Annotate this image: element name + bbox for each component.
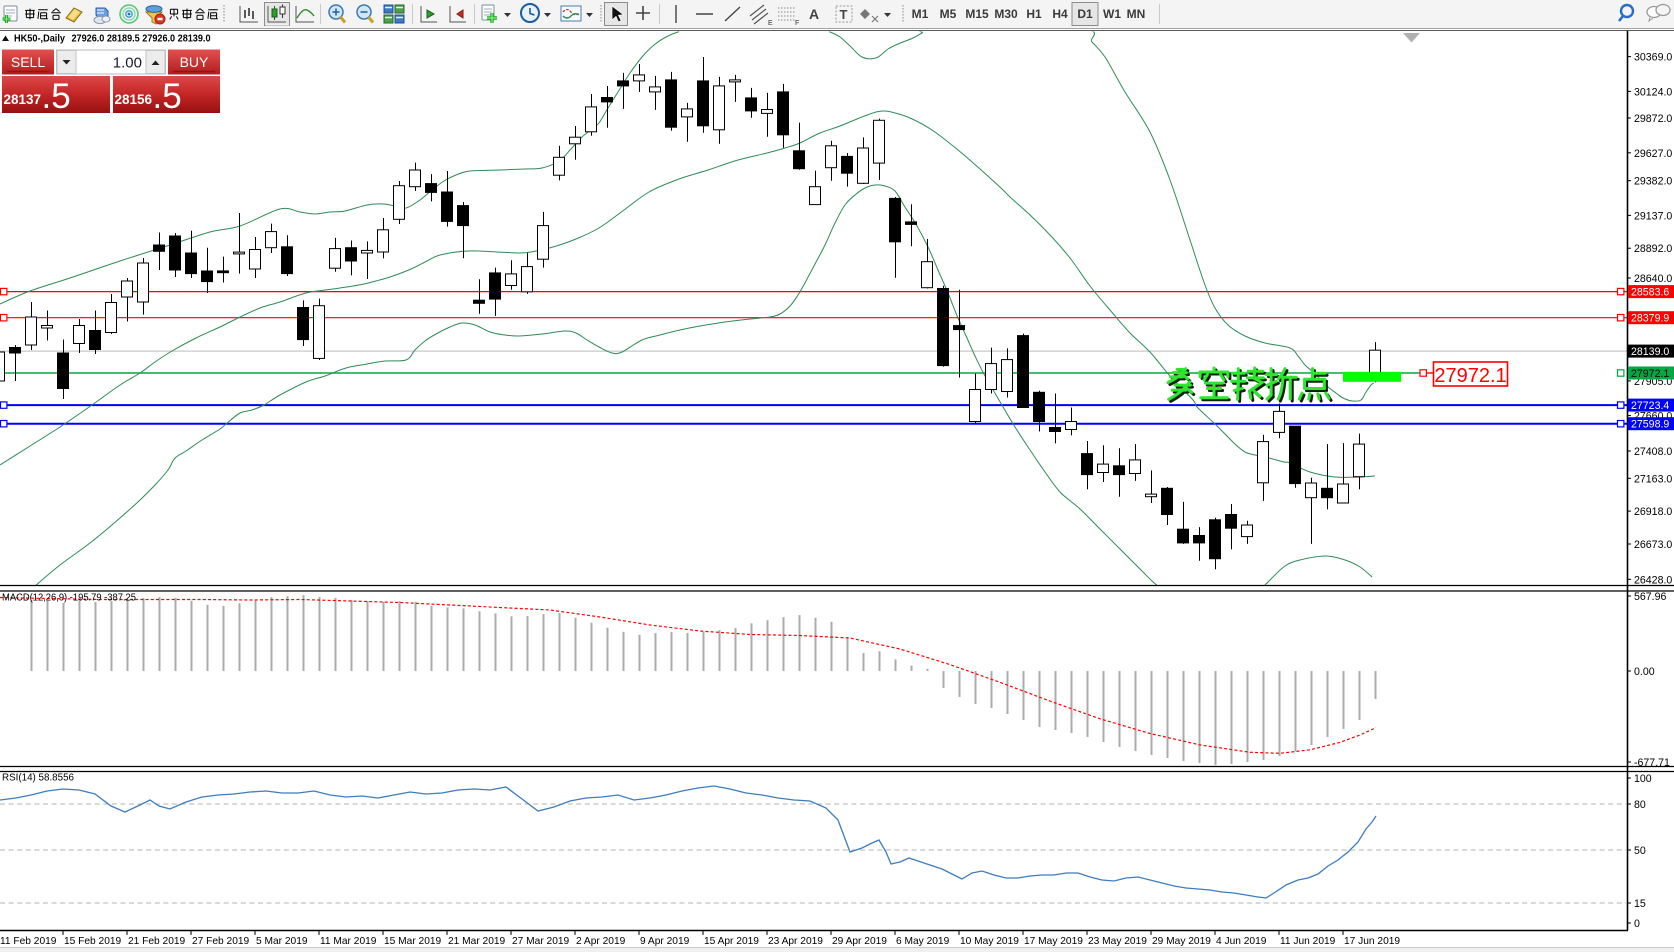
svg-text:29872.0: 29872.0 [1634, 113, 1672, 125]
svg-text:M1: M1 [912, 7, 929, 21]
svg-text:.5: .5 [153, 77, 182, 116]
svg-text:27972.1: 27972.1 [1434, 365, 1506, 387]
svg-text:E: E [768, 20, 773, 27]
svg-text:H1: H1 [1026, 7, 1042, 21]
svg-text:W1: W1 [1103, 7, 1121, 21]
svg-text:28583.6: 28583.6 [1631, 287, 1669, 299]
svg-text:.5: .5 [42, 77, 71, 116]
svg-text:4 Jun 2019: 4 Jun 2019 [1216, 936, 1267, 947]
svg-text:29382.0: 29382.0 [1634, 176, 1672, 188]
svg-text:28892.0: 28892.0 [1634, 243, 1672, 255]
svg-text:28379.9: 28379.9 [1631, 313, 1669, 325]
svg-text:15 Mar 2019: 15 Mar 2019 [384, 936, 442, 947]
svg-text:11 Jun 2019: 11 Jun 2019 [1280, 936, 1336, 947]
svg-text:A: A [809, 6, 819, 22]
svg-text:17 May 2019: 17 May 2019 [1024, 936, 1083, 947]
svg-text:26673.0: 26673.0 [1634, 539, 1672, 551]
svg-text:30369.0: 30369.0 [1634, 52, 1672, 64]
svg-text:11 Feb 2019: 11 Feb 2019 [0, 936, 57, 947]
svg-text:27163.0: 27163.0 [1634, 473, 1672, 485]
svg-text:H4: H4 [1052, 7, 1068, 21]
svg-text:M5: M5 [940, 7, 957, 21]
svg-text:27 Mar 2019: 27 Mar 2019 [512, 936, 570, 947]
svg-text:29 Apr 2019: 29 Apr 2019 [832, 936, 887, 947]
svg-text:BUY: BUY [180, 54, 209, 70]
svg-text:MN: MN [1127, 7, 1146, 21]
svg-text:F: F [795, 20, 799, 27]
svg-text:28137: 28137 [3, 92, 41, 107]
svg-text:27972.1: 27972.1 [1631, 368, 1669, 380]
svg-text:T: T [840, 7, 848, 22]
svg-text:9 Apr 2019: 9 Apr 2019 [640, 936, 690, 947]
svg-text:50: 50 [1634, 845, 1646, 857]
svg-text:M30: M30 [994, 7, 1018, 21]
svg-text:27 Feb 2019: 27 Feb 2019 [192, 936, 250, 947]
svg-text:RSI(14) 58.8556: RSI(14) 58.8556 [2, 773, 75, 784]
svg-text:6 May 2019: 6 May 2019 [896, 936, 950, 947]
svg-text:26918.0: 26918.0 [1634, 506, 1672, 518]
svg-text:23 Apr 2019: 23 Apr 2019 [768, 936, 823, 947]
svg-text:29 May 2019: 29 May 2019 [1152, 936, 1211, 947]
svg-text:SELL: SELL [11, 54, 45, 70]
svg-text:11 Mar 2019: 11 Mar 2019 [320, 936, 377, 947]
svg-text:23 May 2019: 23 May 2019 [1088, 936, 1147, 947]
svg-text:MACD(12,26,9) -195.79 -387.25: MACD(12,26,9) -195.79 -387.25 [2, 593, 137, 604]
svg-text:17 Jun 2019: 17 Jun 2019 [1344, 936, 1400, 947]
svg-text:26428.0: 26428.0 [1634, 574, 1672, 586]
svg-text:HK50-,Daily: HK50-,Daily [14, 34, 65, 45]
svg-text:28139.0: 28139.0 [1631, 346, 1669, 358]
svg-text:29627.0: 29627.0 [1634, 148, 1672, 160]
svg-text:567.96: 567.96 [1634, 591, 1667, 603]
svg-text:27926.0 28189.5 27926.0 28139.: 27926.0 28189.5 27926.0 28139.0 [72, 34, 211, 45]
svg-text:28640.0: 28640.0 [1634, 273, 1672, 285]
svg-text:30124.0: 30124.0 [1634, 86, 1672, 98]
svg-text:0.00: 0.00 [1634, 666, 1655, 678]
svg-text:0: 0 [1634, 918, 1640, 930]
svg-text:28156: 28156 [114, 92, 152, 107]
svg-text:29137.0: 29137.0 [1634, 210, 1672, 222]
svg-text:15 Feb 2019: 15 Feb 2019 [64, 936, 122, 947]
svg-text:27598.9: 27598.9 [1631, 419, 1669, 431]
svg-text:21 Mar 2019: 21 Mar 2019 [448, 936, 506, 947]
svg-text:D1: D1 [1077, 7, 1093, 21]
svg-text:100: 100 [1634, 773, 1652, 785]
svg-text:10 May 2019: 10 May 2019 [960, 936, 1019, 947]
svg-text:21 Feb 2019: 21 Feb 2019 [128, 936, 186, 947]
svg-text:27408.0: 27408.0 [1634, 446, 1672, 458]
svg-text:2 Apr 2019: 2 Apr 2019 [576, 936, 626, 947]
svg-text:27723.4: 27723.4 [1631, 400, 1669, 412]
svg-text:M15: M15 [965, 7, 989, 21]
svg-text:15: 15 [1634, 898, 1646, 910]
svg-text:80: 80 [1634, 799, 1646, 811]
svg-text:-677.71: -677.71 [1634, 757, 1670, 769]
svg-text:5 Mar 2019: 5 Mar 2019 [256, 936, 308, 947]
svg-text:15 Apr 2019: 15 Apr 2019 [704, 936, 759, 947]
svg-text:1.00: 1.00 [113, 55, 142, 72]
